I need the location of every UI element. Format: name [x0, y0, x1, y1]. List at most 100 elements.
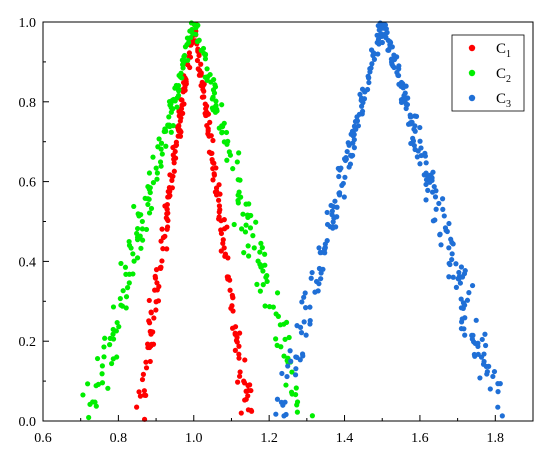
scatter-point-series-1	[201, 94, 207, 100]
scatter-point-series-3	[308, 275, 314, 281]
scatter-point-series-1	[241, 378, 247, 384]
scatter-point-series-2	[145, 201, 151, 208]
scatter-point-series-1	[209, 150, 215, 156]
scatter-point-series-2	[202, 51, 209, 57]
legend-label-series-1: C1	[496, 41, 511, 60]
x-axis: 0.6 0.8 1.0 1.2 1.4 1.6 1.8	[34, 415, 534, 446]
scatter-point-series-2	[94, 355, 101, 362]
scatter-point-series-3	[462, 302, 468, 308]
scatter-point-series-3	[398, 83, 404, 89]
scatter-point-series-1	[204, 122, 210, 129]
scatter-point-series-2	[227, 152, 234, 158]
scatter-point-series-3	[395, 72, 401, 78]
scatter-point-series-3	[316, 281, 322, 287]
scatter-point-series-1	[200, 86, 206, 93]
scatter-point-series-2	[255, 258, 261, 264]
scatter-point-series-1	[160, 246, 166, 252]
scatter-point-series-3	[446, 220, 452, 227]
scatter-point-series-2	[247, 225, 254, 231]
scatter-point-series-3	[414, 154, 420, 160]
scatter-point-series-2	[148, 205, 155, 212]
scatter-point-series-3	[439, 196, 446, 202]
scatter-point-series-2	[118, 302, 124, 308]
scatter-point-series-3	[462, 332, 468, 338]
scatter-point-series-1	[234, 339, 240, 345]
scatter-point-series-1	[238, 410, 244, 416]
scatter-point-series-2	[143, 226, 150, 233]
scatter-point-series-3	[322, 245, 328, 251]
y-tick-label: 1.0	[19, 16, 37, 31]
scatter-point-series-1	[143, 365, 150, 371]
scatter-point-series-2	[253, 219, 259, 225]
scatter-point-series-2	[210, 87, 217, 93]
scatter-point-series-2	[243, 201, 249, 207]
scatter-point-series-1	[182, 84, 188, 90]
scatter-point-series-3	[274, 396, 281, 402]
scatter-point-series-3	[456, 276, 462, 282]
scatter-point-series-3	[396, 63, 402, 69]
scatter-point-series-2	[207, 71, 213, 78]
scatter-point-series-3	[299, 299, 305, 305]
scatter-point-series-1	[181, 101, 187, 107]
scatter-point-series-1	[236, 373, 243, 379]
y-tick-label: 0.0	[19, 415, 37, 430]
scatter-point-series-2	[95, 381, 102, 387]
scatter-point-series-3	[359, 108, 366, 114]
scatter-point-series-2	[156, 136, 162, 142]
scatter-point-series-1	[141, 388, 147, 394]
scatter-point-series-2	[262, 303, 268, 309]
legend-label-subscript: 1	[506, 49, 511, 60]
scatter-point-series-1	[237, 330, 243, 336]
scatter-point-series-2	[235, 197, 241, 204]
x-tick-label: 1.0	[185, 431, 203, 446]
scatter-point-series-3	[339, 182, 345, 188]
scatter-point-series-2	[110, 304, 117, 310]
scatter-point-series-1	[227, 287, 233, 293]
scatter-point-series-1	[220, 240, 226, 246]
scatter-point-series-3	[495, 381, 501, 387]
scatter-point-series-1	[170, 144, 176, 151]
scatter-point-series-3	[438, 242, 444, 248]
scatter-point-series-1	[242, 397, 248, 403]
scatter-point-series-2	[186, 35, 193, 41]
scatter-point-series-1	[224, 274, 230, 280]
scatter-point-series-2	[126, 242, 133, 248]
scatter-point-series-1	[210, 177, 216, 183]
scatter-point-series-3	[490, 373, 496, 380]
scatter-point-series-2	[278, 344, 284, 350]
scatter-point-series-2	[179, 57, 186, 63]
scatter-point-series-1	[211, 172, 217, 178]
scatter-point-series-1	[187, 64, 193, 71]
scatter-point-series-3	[423, 181, 429, 188]
scatter-point-series-3	[284, 373, 290, 380]
scatter-point-series-2	[242, 229, 249, 235]
y-tick-label: 0.8	[19, 96, 37, 111]
scatter-point-series-2	[258, 264, 264, 270]
scatter-point-series-2	[189, 26, 195, 33]
scatter-point-series-3	[294, 354, 300, 361]
scatter-point-series-3	[342, 174, 348, 180]
scatter-point-series-3	[432, 194, 439, 200]
x-tick-label: 1.2	[260, 431, 278, 446]
y-tick-label: 0.2	[19, 335, 37, 350]
scatter-point-series-1	[236, 351, 242, 357]
scatter-point-series-2	[109, 360, 115, 367]
scatter-point-series-2	[120, 288, 126, 294]
scatter-point-series-2	[236, 189, 242, 195]
scatter-point-series-3	[382, 33, 388, 39]
scatter-point-series-3	[298, 330, 305, 336]
scatter-point-series-3	[403, 105, 409, 112]
scatter-point-series-2	[294, 409, 300, 415]
scatter-point-series-2	[140, 237, 146, 243]
scatter-point-series-2	[250, 233, 256, 239]
scatter-point-series-1	[179, 97, 185, 103]
scatter-point-series-3	[279, 370, 285, 377]
scatter-point-series-3	[458, 296, 464, 302]
scatter-point-series-2	[138, 245, 144, 251]
scatter-point-series-1	[158, 265, 164, 271]
scatter-point-series-2	[134, 255, 141, 261]
scatter-point-series-2	[281, 353, 287, 359]
scatter-point-series-1	[203, 106, 209, 112]
scatter-point-series-2	[158, 163, 164, 169]
